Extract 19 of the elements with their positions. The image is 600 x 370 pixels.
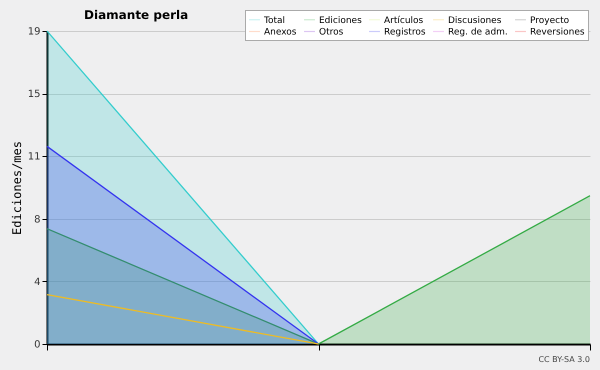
legend-label: Registros xyxy=(384,28,426,38)
text: CC BY-SA 3.0 xyxy=(538,355,590,364)
chart-title: Diamante perla xyxy=(84,8,188,22)
legend-label: Otros xyxy=(319,28,344,38)
y-tick-label: 19 xyxy=(28,26,40,38)
legend-label: Ediciones xyxy=(319,16,362,26)
legend-label: Reg. de adm. xyxy=(448,28,508,38)
legend-label: Discusiones xyxy=(448,16,502,26)
y-tick-label: 8 xyxy=(34,214,40,226)
legend-label: Total xyxy=(263,16,286,26)
legend-label: Reversiones xyxy=(530,28,585,38)
y-tick-label: 0 xyxy=(34,340,40,350)
legend-label: Proyecto xyxy=(530,16,570,26)
legend-label: Artículos xyxy=(384,14,424,26)
y-tick-label: 15 xyxy=(28,89,40,100)
y-tick-label: 11 xyxy=(28,152,40,163)
y-tick-label: 4 xyxy=(34,276,40,288)
y-axis-title: Ediciones/mes xyxy=(10,141,24,235)
legend-label: Anexos xyxy=(264,28,297,38)
